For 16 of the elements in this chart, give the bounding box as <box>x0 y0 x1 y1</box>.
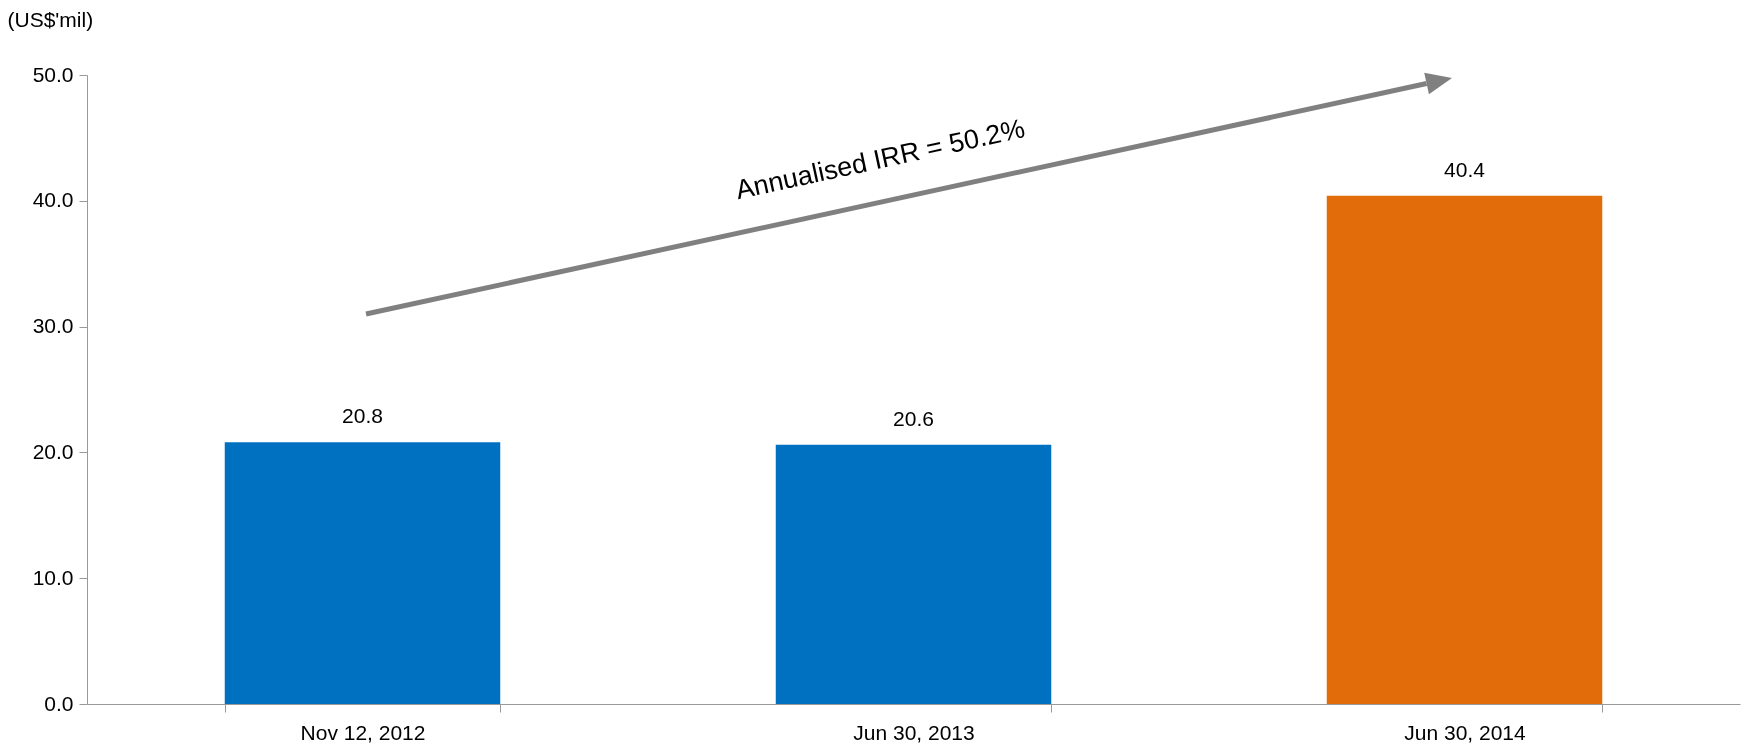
data-label: 20.8 <box>342 404 383 428</box>
x-tick-label: Nov 12, 2012 <box>300 720 426 744</box>
y-tick-label: 30.0 <box>32 314 74 338</box>
bar <box>224 442 501 704</box>
y-tick-label: 20.0 <box>32 439 74 463</box>
bar <box>775 444 1052 704</box>
y-tick-label: 40.0 <box>32 188 74 212</box>
data-label: 40.4 <box>1444 157 1486 181</box>
y-axis-title: (US$'mil) <box>7 7 94 31</box>
x-tick-label: Jun 30, 2013 <box>853 720 975 744</box>
x-tick-label: Jun 30, 2014 <box>1404 720 1527 744</box>
y-tick-label: 0.0 <box>44 691 74 715</box>
y-tick-label: 50.0 <box>32 62 74 86</box>
data-label: 20.6 <box>893 406 934 430</box>
bar <box>1326 195 1603 704</box>
y-tick-label: 10.0 <box>32 565 74 589</box>
